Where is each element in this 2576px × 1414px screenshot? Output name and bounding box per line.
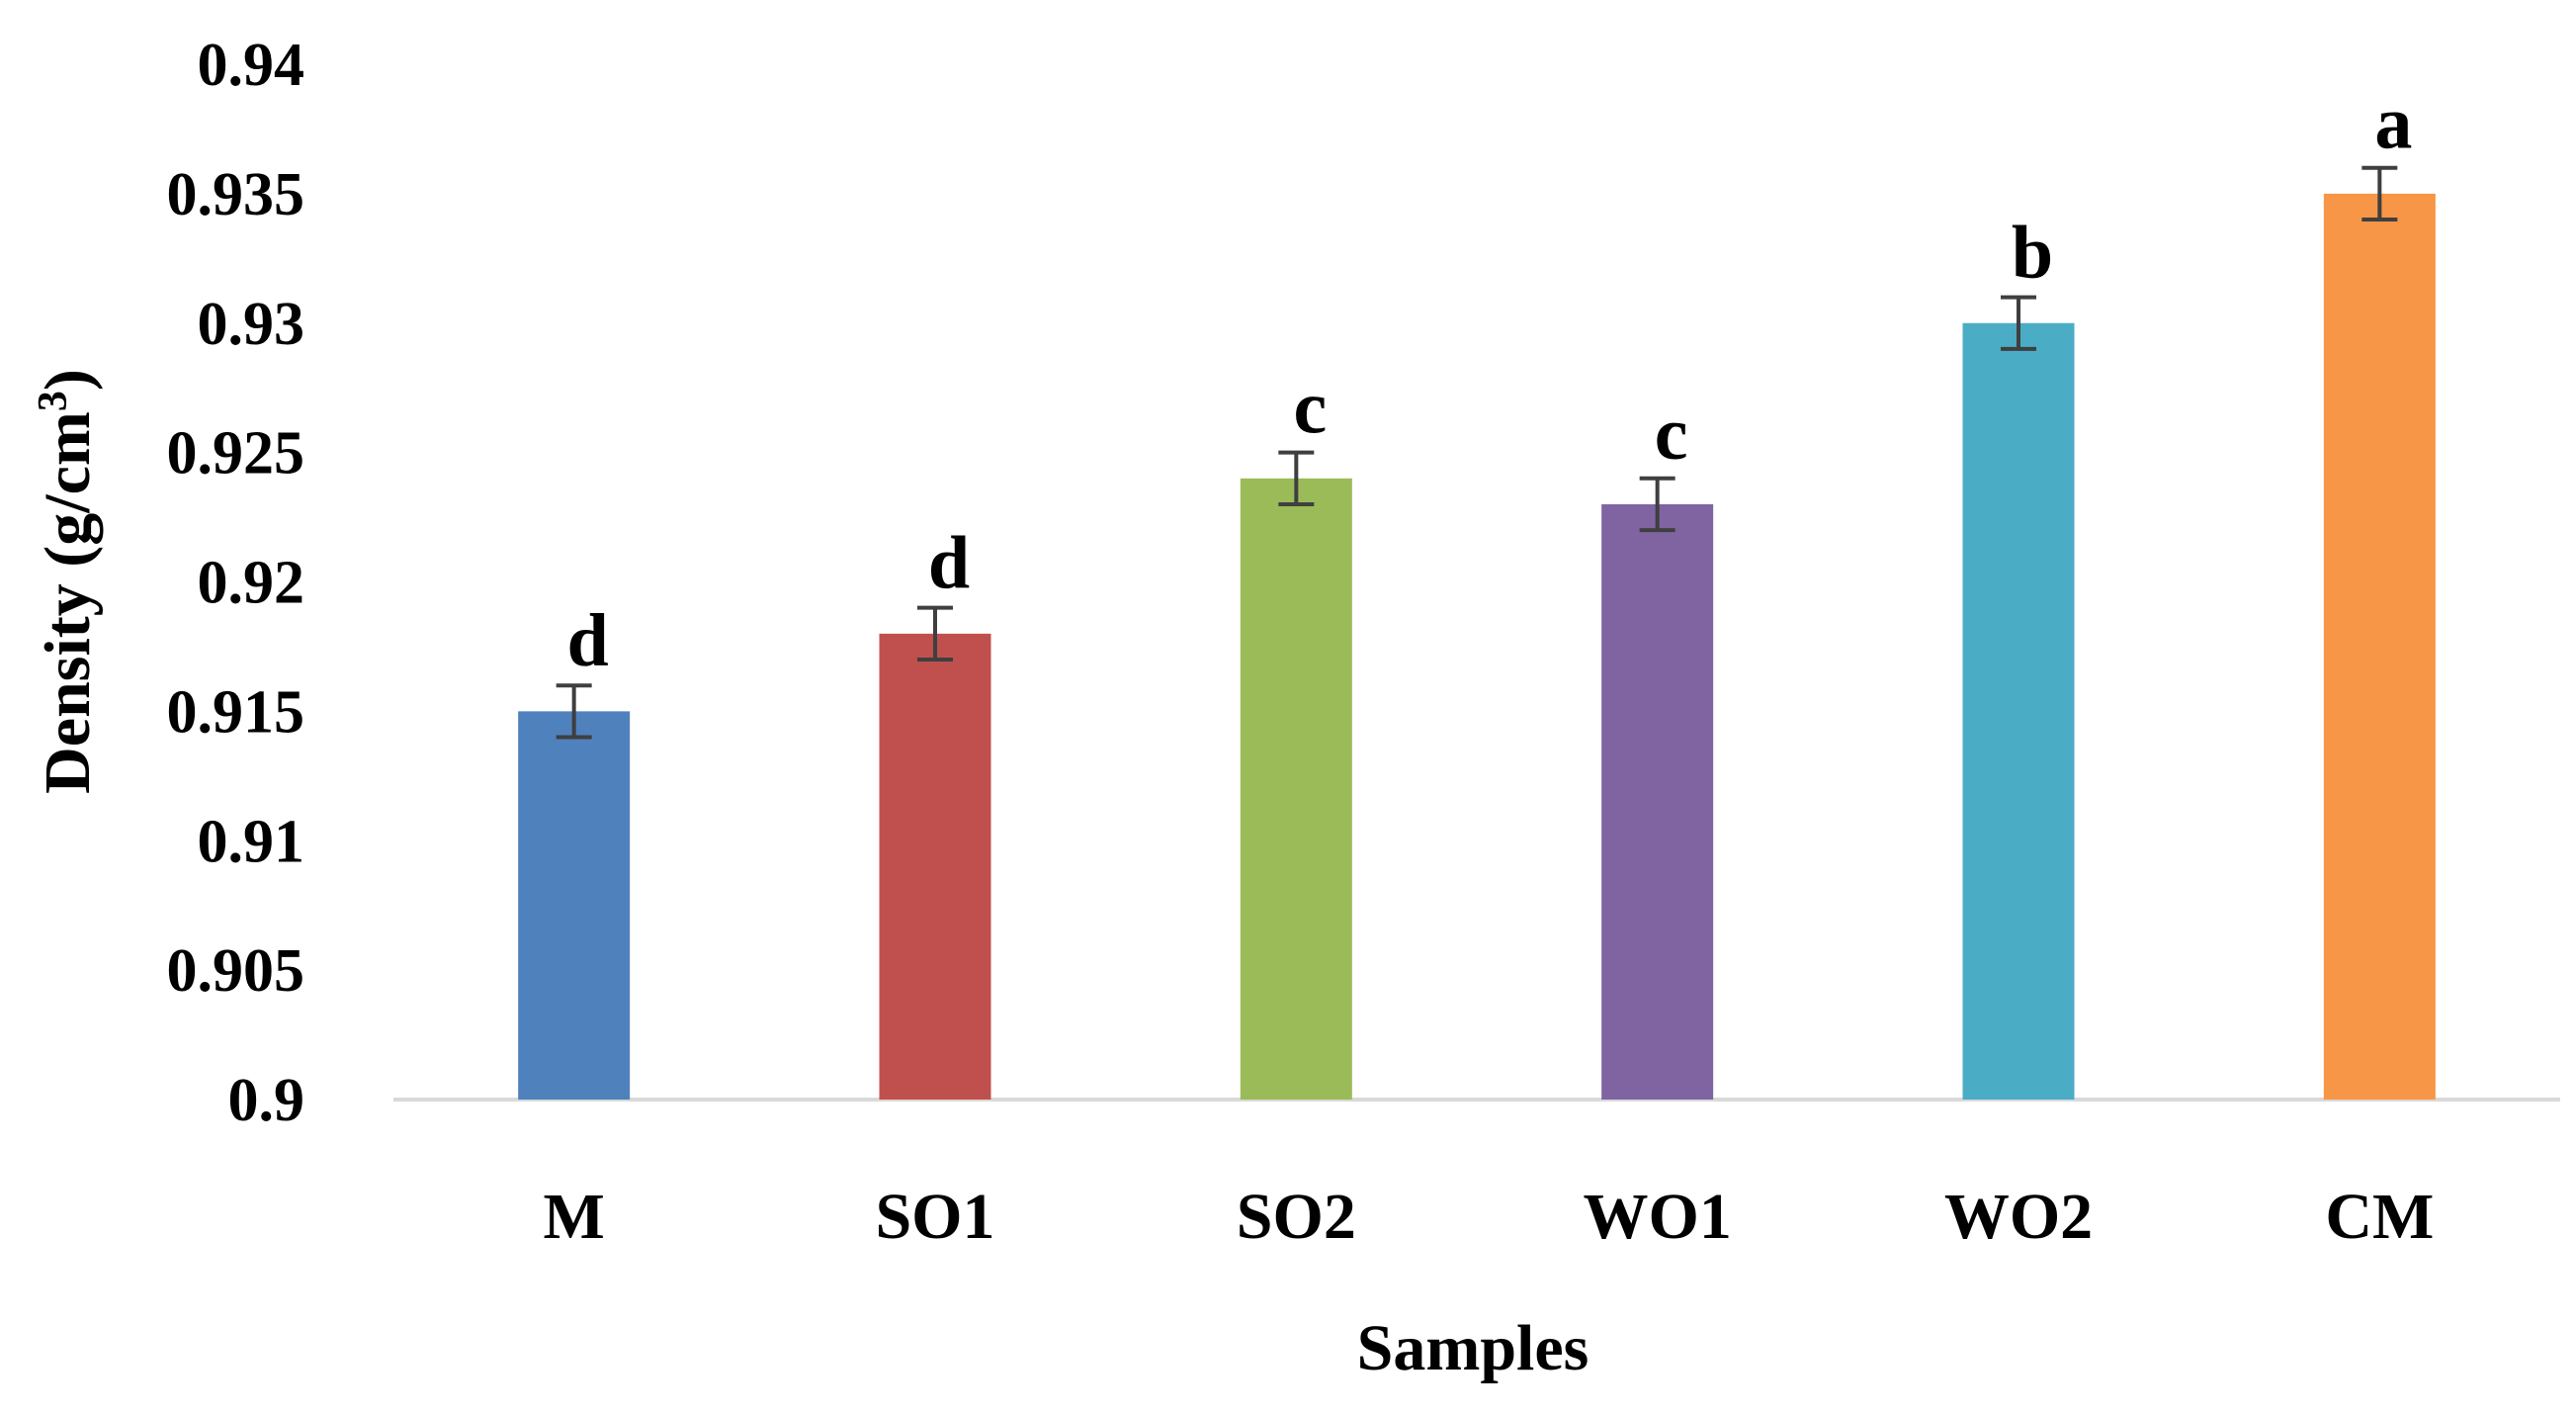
bar-m xyxy=(518,711,631,1100)
bar-so1 xyxy=(879,633,991,1100)
x-tick-label-so1: SO1 xyxy=(875,1181,994,1253)
y-tick-label: 0.9 xyxy=(228,1067,305,1134)
x-tick-label-wo2: WO2 xyxy=(1944,1181,2093,1253)
error-bar-m xyxy=(556,683,592,740)
error-bar-so2 xyxy=(1278,450,1315,506)
y-tick-label: 0.925 xyxy=(167,420,305,487)
x-axis-title: Samples xyxy=(1357,1312,1589,1384)
y-tick-label: 0.93 xyxy=(198,291,305,358)
significance-letters-group: d d c c b a xyxy=(567,82,2413,683)
error-bar-so1 xyxy=(917,605,953,663)
x-tick-label-m: M xyxy=(544,1181,605,1253)
y-axis-title-main: Density (g/cm xyxy=(32,411,104,794)
bar-wo2 xyxy=(1962,322,2075,1100)
x-tick-label-wo1: WO1 xyxy=(1583,1181,1731,1253)
error-bar-wo2 xyxy=(2001,295,2036,351)
y-tick-label: 0.92 xyxy=(198,550,305,617)
error-bars-group xyxy=(556,165,2398,740)
significance-letter-so2: c xyxy=(1293,367,1327,450)
y-axis-title-superscript: 3 xyxy=(31,391,76,411)
y-axis-title: Density (g/cm3) xyxy=(31,369,104,794)
significance-letter-cm: a xyxy=(2374,82,2412,165)
y-tick-label: 0.94 xyxy=(198,32,305,99)
x-tick-label-so2: SO2 xyxy=(1237,1181,1356,1253)
x-axis-category-labels: M SO1 SO2 WO1 WO2 CM xyxy=(544,1181,2435,1253)
error-bar-cm xyxy=(2361,165,2398,222)
bar-cm xyxy=(2323,193,2436,1100)
significance-letter-m: d xyxy=(567,599,609,682)
bar-so2 xyxy=(1240,478,1352,1100)
significance-letter-so1: d xyxy=(928,522,970,605)
x-tick-label-cm: CM xyxy=(2325,1181,2434,1253)
error-bar-wo1 xyxy=(1639,476,1675,533)
y-tick-label: 0.91 xyxy=(198,808,305,875)
y-tick-label: 0.915 xyxy=(167,678,305,746)
significance-letter-wo1: c xyxy=(1655,393,1688,476)
significance-letter-wo2: b xyxy=(2012,212,2053,295)
bar-wo1 xyxy=(1601,503,1714,1101)
bars-group xyxy=(518,193,2436,1101)
y-tick-label: 0.905 xyxy=(167,937,305,1005)
y-axis-tick-labels: 0.9 0.905 0.91 0.915 0.92 0.925 0.93 0.935 0.94 xyxy=(167,32,305,1134)
y-axis-title-close: ) xyxy=(32,369,104,391)
y-tick-label: 0.935 xyxy=(167,161,305,228)
